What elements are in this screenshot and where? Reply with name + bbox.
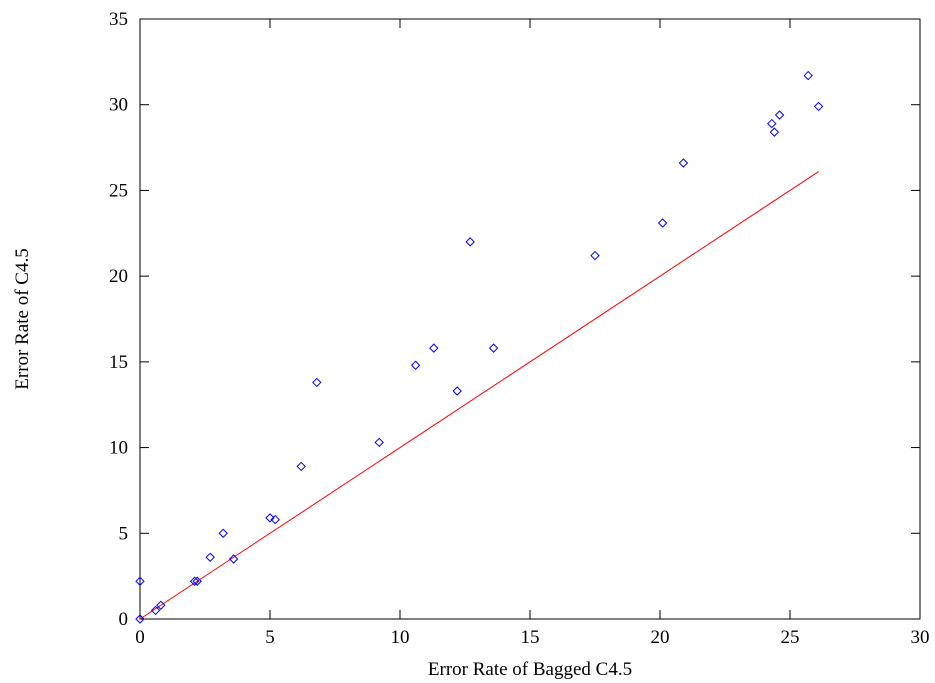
data-point [296, 461, 306, 472]
y-tick-label: 10 [109, 438, 128, 459]
x-tick-labels: 0 5 10 15 20 25 30 [135, 627, 929, 648]
y-tick-label: 30 [109, 95, 128, 116]
data-point [135, 614, 145, 624]
data-point [488, 343, 499, 353]
data-point [410, 360, 421, 370]
y-tick-label: 35 [109, 9, 128, 30]
data-point [452, 386, 462, 396]
data-point [265, 513, 275, 523]
x-tick-label: 5 [265, 627, 275, 648]
data-point [192, 576, 202, 586]
data-point [465, 237, 475, 247]
x-tick-label: 25 [781, 627, 800, 648]
data-point [374, 437, 384, 448]
data-point [189, 576, 200, 586]
data-point [312, 377, 322, 388]
x-tick-label: 30 [911, 627, 930, 648]
x-tick-label: 10 [391, 627, 410, 648]
x-tick-label: 15 [521, 627, 540, 648]
reference-line [139, 171, 819, 620]
x-tick-label: 20 [651, 627, 670, 648]
data-point [135, 576, 145, 586]
data-point [803, 70, 813, 81]
y-tick-label: 20 [109, 266, 128, 287]
data-point [218, 528, 228, 538]
data-point [270, 514, 280, 525]
y-axis-label: Error Rate of C4.5 [12, 248, 33, 389]
axis-ticks [139, 18, 921, 620]
data-points [135, 70, 824, 624]
data-point [774, 110, 785, 120]
data-point [657, 218, 668, 228]
data-point [813, 101, 824, 112]
data-point [429, 343, 439, 353]
data-point [150, 605, 161, 616]
data-point [205, 552, 215, 562]
y-tick-label: 0 [119, 609, 129, 630]
y-tick-label: 5 [119, 523, 129, 544]
plot-area [139, 18, 921, 620]
data-point [228, 554, 239, 564]
data-point [767, 118, 777, 129]
y-tick-label: 15 [109, 352, 128, 373]
data-point [156, 600, 166, 610]
data-point [769, 127, 780, 137]
x-tick-label: 0 [135, 627, 145, 648]
x-axis-label: Error Rate of Bagged C4.5 [428, 659, 632, 680]
y-tick-label: 25 [109, 180, 128, 201]
data-point [678, 158, 689, 168]
data-point [590, 250, 600, 261]
y-tick-labels: 0 5 10 15 20 25 30 35 [109, 9, 128, 630]
